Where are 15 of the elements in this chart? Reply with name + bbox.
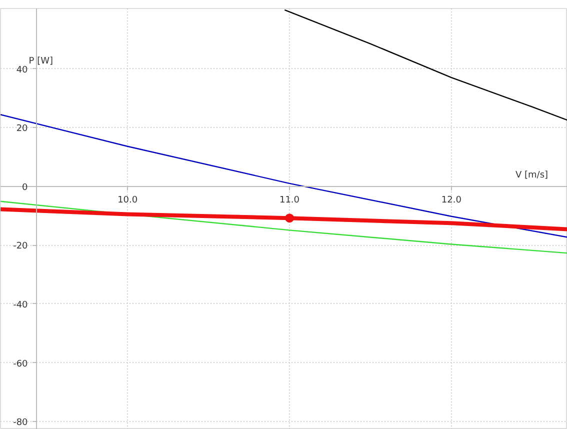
y-axis-title: P [W] <box>28 56 54 66</box>
x-tick-label: 11.0 <box>279 195 300 206</box>
line-series <box>0 207 567 232</box>
y-tick-label: -80 <box>13 418 28 428</box>
y-tick-label: 0 <box>22 182 28 193</box>
y-tick-label: 20 <box>16 124 28 134</box>
y-tick-label: -60 <box>13 359 28 370</box>
x-tick-label: 12.0 <box>441 195 462 206</box>
line-series <box>284 9 567 121</box>
y-tick-label: -40 <box>13 300 28 310</box>
y-tick-label: 40 <box>16 65 28 76</box>
line-series <box>0 114 567 238</box>
y-tick-label: -20 <box>13 242 28 252</box>
x-axis-title: V [m/s] <box>516 170 548 180</box>
x-tick-label: 10.0 <box>118 195 138 206</box>
